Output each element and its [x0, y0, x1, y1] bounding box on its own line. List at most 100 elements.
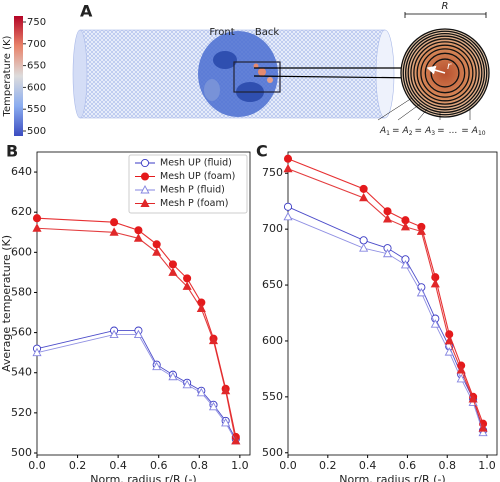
ring — [416, 44, 474, 102]
marker — [478, 427, 488, 437]
cylinder — [72, 29, 422, 119]
marker — [152, 247, 162, 256]
series-line — [287, 216, 484, 433]
marker — [456, 365, 466, 374]
x-tick-label: 0.8 — [191, 459, 209, 472]
colorbar — [14, 16, 23, 136]
series-line — [287, 158, 484, 424]
legend-label: Mesh P (foam) — [160, 198, 228, 209]
legend-label: Mesh UP (fluid) — [160, 158, 232, 169]
ring — [404, 32, 486, 114]
marker — [133, 233, 143, 242]
marker — [182, 281, 192, 290]
x-tick-label: 0.4 — [359, 459, 377, 472]
marker — [416, 287, 426, 297]
marker — [283, 154, 293, 163]
y-tick-label: 600 — [262, 334, 283, 347]
legend-marker — [140, 172, 150, 181]
marker — [359, 192, 369, 202]
colorbar-tick-label: 550 — [27, 104, 46, 115]
y-tick-label: 600 — [11, 245, 32, 258]
area-symbol: A — [379, 126, 386, 136]
equals: = — [392, 126, 400, 136]
x-tick-label: 1.0 — [478, 459, 496, 472]
area-index: 3 — [431, 130, 435, 137]
ring — [407, 35, 483, 111]
marker — [430, 278, 440, 288]
panel-label: B — [6, 142, 18, 161]
legend-label: Mesh UP (foam) — [160, 171, 235, 182]
marker — [283, 211, 293, 221]
marker — [359, 243, 369, 252]
marker — [208, 401, 219, 411]
cross-section — [377, 12, 490, 121]
radius-label: R — [442, 1, 449, 12]
ring — [402, 30, 488, 116]
marker — [359, 236, 368, 245]
ring — [413, 41, 477, 105]
ring — [400, 28, 490, 118]
area-symbol: A — [471, 126, 478, 136]
x-tick-label: 0.6 — [150, 459, 168, 472]
y-tick-label: 500 — [262, 446, 283, 459]
y-tick-label: 580 — [11, 285, 32, 298]
y-tick-label: 650 — [262, 278, 283, 291]
equals: = — [437, 126, 445, 136]
area-equation: A1 = A2 = A3 =... = A10 — [379, 126, 486, 137]
equals: = — [415, 126, 423, 136]
colorbar-tick-label: 700 — [27, 39, 46, 50]
marker — [456, 374, 466, 383]
y-tick-label: 750 — [262, 166, 283, 179]
plot-frame — [287, 151, 498, 456]
x-tick-label: 0.2 — [69, 459, 87, 472]
series-line — [287, 206, 484, 431]
area-index: 2 — [409, 130, 413, 137]
series-line — [36, 330, 237, 440]
y-tick-label: 700 — [262, 222, 283, 235]
marker — [168, 371, 178, 381]
marker — [133, 329, 143, 339]
marker — [400, 259, 410, 269]
equals: = — [461, 126, 469, 136]
front-label: Front — [209, 27, 234, 38]
x-tick-label: 0.0 — [279, 459, 297, 472]
marker — [416, 226, 426, 235]
y-tick-label: 540 — [11, 366, 32, 379]
marker — [109, 227, 119, 236]
panel-label: C — [256, 142, 268, 161]
y-tick-label: 640 — [11, 165, 32, 178]
marker — [183, 274, 192, 283]
x-axis-label: Norm. radius r/R (-) — [90, 473, 196, 482]
colorbar-tick-label: 500 — [27, 126, 46, 137]
plot-frame — [36, 151, 251, 456]
ring — [420, 48, 470, 98]
marker — [168, 267, 178, 276]
ring — [410, 38, 480, 108]
marker — [283, 163, 293, 173]
marker — [430, 319, 440, 328]
back-label: Back — [255, 27, 279, 38]
marker — [182, 379, 192, 389]
colorbar-tick-label: 650 — [27, 61, 46, 72]
panel-label: A — [80, 2, 93, 21]
marker — [382, 248, 393, 258]
area-symbol: A — [424, 126, 431, 136]
y-axis-label: Average temperature (K) — [0, 235, 13, 372]
marker — [444, 347, 454, 356]
marker — [32, 347, 42, 357]
marker — [168, 260, 177, 269]
marker — [400, 221, 410, 231]
x-tick-label: 0.0 — [28, 459, 46, 472]
colorbar-ticks: 500 550 600 650 700 750 — [23, 17, 46, 137]
marker — [468, 394, 478, 403]
x-tick-label: 0.4 — [109, 459, 127, 472]
marker — [110, 218, 119, 227]
marker — [32, 223, 42, 232]
x-tick-label: 0.6 — [399, 459, 417, 472]
series-line — [36, 334, 237, 442]
marker — [444, 336, 454, 345]
series-line — [36, 227, 237, 442]
marker — [109, 329, 119, 339]
